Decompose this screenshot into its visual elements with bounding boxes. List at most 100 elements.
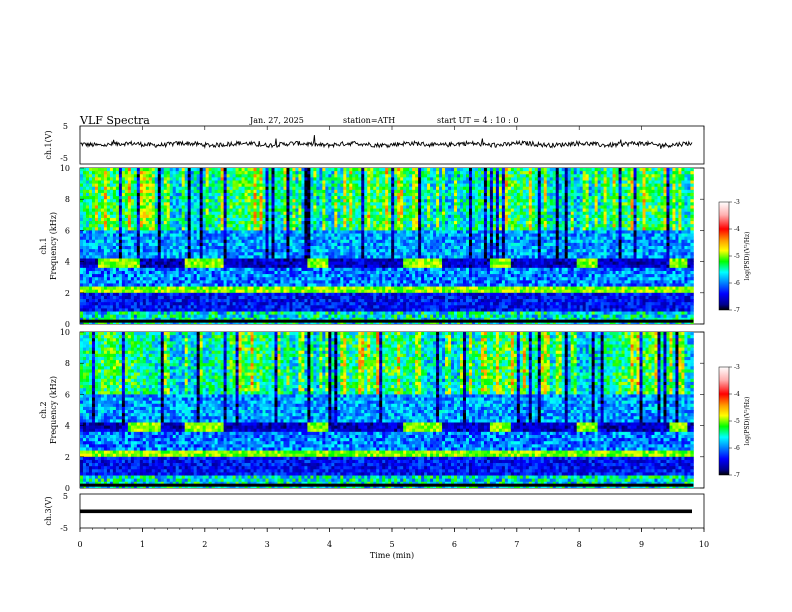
spectrogram-cell <box>136 239 141 244</box>
spectrogram-cell <box>250 186 254 191</box>
spectrogram-cell <box>172 221 177 225</box>
spectrogram-cell <box>304 314 308 319</box>
spectrogram-cell <box>88 295 93 300</box>
spectrogram-cell <box>115 217 120 222</box>
spectrogram-cell <box>307 289 311 294</box>
spectrogram-cell <box>106 202 111 206</box>
spectrogram-cell <box>232 205 236 209</box>
spectrogram-cell <box>268 277 272 281</box>
spectrogram-cell <box>349 214 353 219</box>
spectrogram-cell <box>319 239 323 244</box>
spectrogram-cell <box>175 168 180 172</box>
spectrogram-cell <box>343 311 347 316</box>
spectrogram-cell <box>202 305 207 309</box>
spectrogram-cell <box>238 171 242 175</box>
spectrogram-cell <box>283 295 287 300</box>
spectrogram-cell <box>352 205 356 209</box>
spectrogram-cell <box>241 258 245 262</box>
spectrogram-cell <box>364 180 368 184</box>
spectrogram-cell <box>376 246 380 250</box>
spectrogram-cell <box>202 255 207 259</box>
spectrogram-cell <box>280 277 284 281</box>
spectrogram-cell <box>115 186 120 191</box>
spectrogram-cell <box>151 267 156 272</box>
spectrogram-cell <box>208 289 213 294</box>
spectrogram-cell <box>148 311 153 316</box>
spectrogram-cell <box>322 267 326 272</box>
spectrogram-cell <box>325 211 329 216</box>
spectrogram-cell <box>340 295 344 300</box>
spectrogram-cell <box>250 311 254 316</box>
spectrogram-cell <box>319 174 323 178</box>
spectrogram-cell <box>142 311 147 316</box>
spectrogram-cell <box>151 302 156 306</box>
spectrogram-cell <box>361 239 365 244</box>
spectrogram-cell <box>148 280 153 284</box>
spectrogram-cell <box>376 217 380 222</box>
spectrogram-cell <box>235 180 239 184</box>
spectrogram-cell <box>190 252 195 256</box>
spectrogram-cell <box>229 302 233 306</box>
spectrogram-cell <box>256 168 260 172</box>
spectrogram-cell <box>220 295 225 300</box>
spectrogram-cell <box>280 230 284 234</box>
spectrogram-cell <box>148 305 153 309</box>
spectrogram-cell <box>124 280 129 284</box>
spectrogram-cell <box>103 214 108 219</box>
spectrogram-cell <box>214 214 219 219</box>
spectrogram-cell <box>307 174 311 178</box>
spectrogram-cell <box>346 314 350 319</box>
spectrogram-cell <box>130 239 135 244</box>
spectrogram-cell <box>325 289 329 294</box>
spectrogram-cell <box>361 211 365 216</box>
spectrogram-cell <box>277 277 281 281</box>
spectrogram-cell <box>319 177 323 181</box>
spectrogram-cell <box>85 292 90 297</box>
spectrogram-cell <box>286 168 290 172</box>
spectrogram-cell <box>259 264 263 269</box>
spectrogram-cell <box>118 177 123 181</box>
spectrogram-cell <box>169 227 174 231</box>
spectrogram-cell <box>175 258 180 262</box>
spectrogram-cell <box>190 239 195 244</box>
spectrogram-cell <box>217 196 222 200</box>
spectrogram-cell <box>109 230 114 234</box>
spectrogram-cell <box>268 205 272 209</box>
spectrogram-cell <box>208 261 213 266</box>
spectrogram-cell <box>268 270 272 275</box>
spectrogram-cell <box>343 249 347 253</box>
spectrogram-cell <box>130 292 135 297</box>
spectrogram-cell <box>235 186 239 191</box>
spectrogram-cell <box>196 236 201 241</box>
spectrogram-cell <box>214 192 219 197</box>
spectrogram-cell <box>322 192 326 197</box>
spectrogram-cell <box>343 221 347 225</box>
spectrogram-cell <box>97 258 102 262</box>
spectrogram-cell <box>220 264 225 269</box>
spectrogram-cell <box>319 249 323 253</box>
spectrogram-cell <box>181 242 186 247</box>
spectrogram-cell <box>160 180 165 184</box>
spectrogram-cell <box>190 308 195 312</box>
spectrogram-cell <box>151 261 156 266</box>
spectrogram-cell <box>325 264 329 269</box>
spectrogram-cell <box>340 186 344 191</box>
spectrogram-cell <box>238 289 242 294</box>
spectrogram-cell <box>346 227 350 231</box>
spectrogram-cell <box>82 317 87 322</box>
spectrogram-cell <box>217 302 222 306</box>
spectrogram-cell <box>109 252 114 256</box>
spectrogram-cell <box>370 305 374 309</box>
spectrogram-cell <box>298 302 302 306</box>
spectrogram-cell <box>145 261 150 266</box>
spectrogram-cell <box>238 299 242 303</box>
spectrogram-cell <box>304 249 308 253</box>
spectrogram-cell <box>172 314 177 319</box>
spectrogram-cell <box>337 317 341 322</box>
spectrogram-cell <box>208 302 213 306</box>
spectrogram-cell <box>166 289 171 294</box>
spectrogram-cell <box>205 314 210 319</box>
spectrogram-cell <box>292 242 296 247</box>
spectrogram-cell <box>340 171 344 175</box>
spectrogram-cell <box>181 214 186 219</box>
